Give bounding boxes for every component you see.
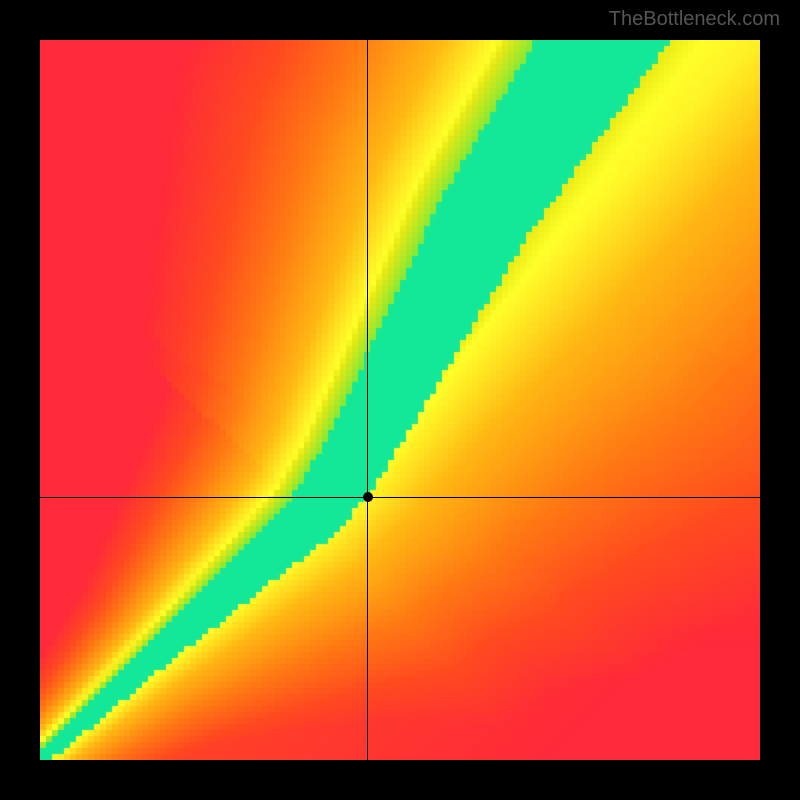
heatmap-canvas	[40, 40, 760, 760]
crosshair-vertical	[367, 40, 368, 760]
crosshair-horizontal	[40, 497, 760, 498]
watermark: TheBottleneck.com	[609, 8, 780, 31]
crosshair-marker-dot	[363, 492, 373, 502]
heatmap-plot	[40, 40, 760, 760]
